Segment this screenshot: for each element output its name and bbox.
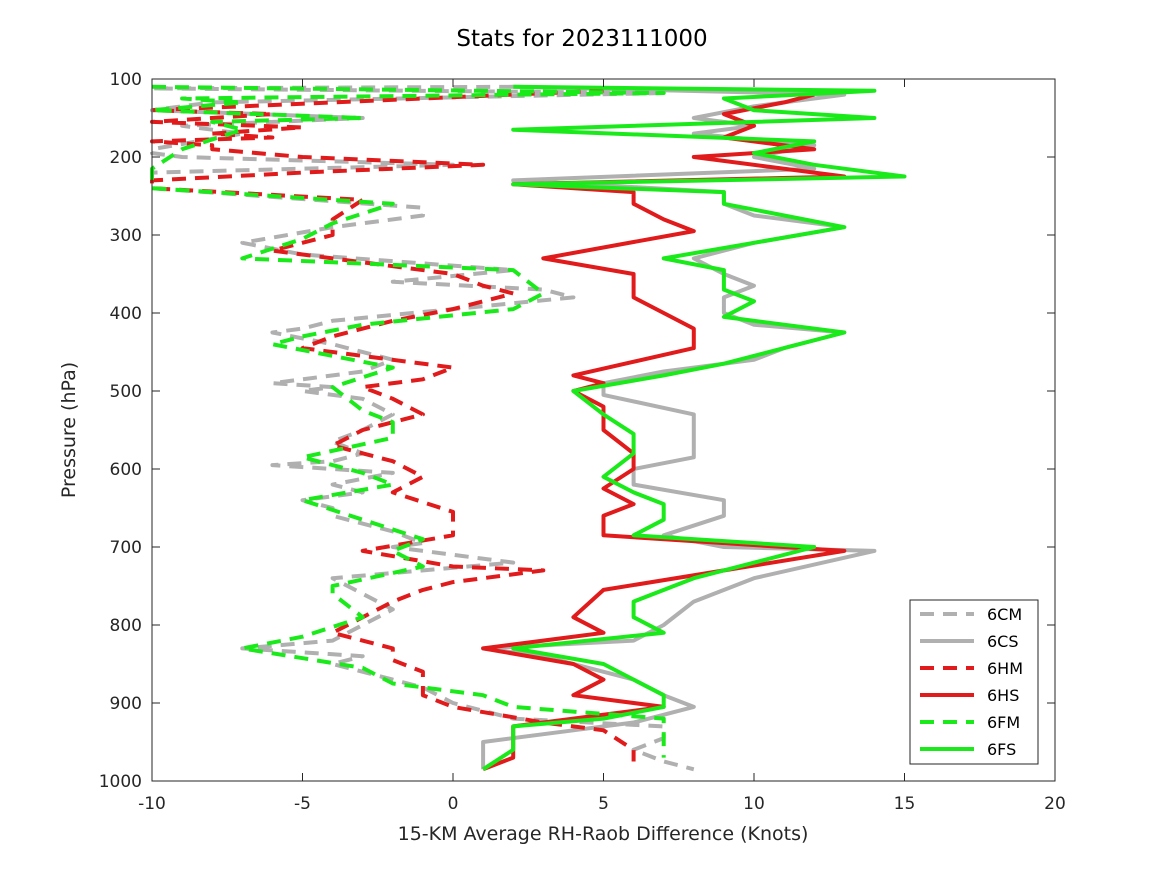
legend-box: [909, 599, 1039, 765]
y-tick-label: 100: [110, 70, 142, 90]
legend-label-6fs: 6FS: [987, 740, 1016, 759]
x-tick-label: 5: [598, 794, 609, 814]
legend-label-6hs: 6HS: [987, 686, 1019, 705]
y-tick-label: 400: [110, 304, 142, 324]
y-tick-label: 900: [110, 694, 142, 714]
x-tick-label: 0: [448, 794, 459, 814]
y-tick-label: 600: [110, 460, 142, 480]
chart-title: Stats for 2023111000: [456, 26, 707, 52]
y-axis-label: Pressure (hPa): [58, 362, 80, 498]
legend-label-6cs: 6CS: [987, 632, 1019, 651]
legend: 6CM 6CS 6HM 6HS 6FM 6FS: [909, 599, 1039, 765]
x-tick-label: 15: [894, 794, 916, 814]
legend-label-6cm: 6CM: [987, 605, 1022, 624]
legend-label-6fm: 6FM: [987, 713, 1020, 732]
y-tick-label: 300: [110, 226, 142, 246]
series-layer: [150, 84, 907, 772]
y-tick-label: 1000: [99, 772, 142, 792]
x-tick-label: 20: [1044, 794, 1066, 814]
x-tick-label: 10: [743, 794, 765, 814]
y-axis: 100 200 300 400 500 600 700 800 900 1000: [99, 70, 1055, 792]
legend-label-6hm: 6HM: [987, 659, 1023, 678]
x-tick-label: -5: [294, 794, 311, 814]
x-axis-label: 15-KM Average RH-Raob Difference (Knots): [398, 823, 809, 845]
series-line-6fs: [482, 84, 907, 771]
series-line-6cm: [150, 84, 695, 772]
y-tick-label: 200: [110, 148, 142, 168]
y-tick-label: 700: [110, 538, 142, 558]
y-tick-label: 500: [110, 382, 142, 402]
x-tick-label: -10: [138, 794, 166, 814]
x-axis: -10 -5 0 5 10 15 20: [138, 79, 1066, 814]
y-tick-label: 800: [110, 616, 142, 636]
series-line-6fm: [150, 84, 666, 758]
